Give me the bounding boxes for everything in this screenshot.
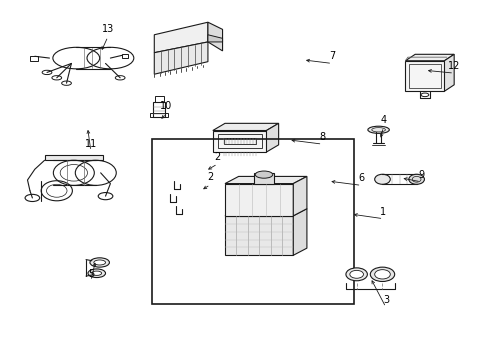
Ellipse shape	[349, 270, 363, 278]
Bar	[217, 134, 261, 148]
Text: 3: 3	[382, 295, 388, 305]
Polygon shape	[405, 54, 453, 61]
Text: 1: 1	[380, 207, 386, 217]
Bar	[153, 102, 164, 117]
Ellipse shape	[255, 171, 272, 178]
Bar	[212, 131, 266, 152]
Polygon shape	[154, 22, 207, 53]
Ellipse shape	[92, 271, 102, 275]
Polygon shape	[293, 176, 306, 216]
Polygon shape	[266, 123, 278, 152]
Ellipse shape	[374, 270, 389, 279]
Bar	[122, 54, 128, 58]
Bar	[223, 138, 255, 144]
Ellipse shape	[345, 268, 366, 281]
Ellipse shape	[88, 269, 105, 278]
Text: 8: 8	[319, 132, 325, 142]
Text: 9: 9	[417, 170, 423, 180]
Polygon shape	[207, 22, 222, 51]
Ellipse shape	[367, 126, 388, 134]
Polygon shape	[224, 176, 306, 184]
Text: 2: 2	[207, 172, 213, 183]
Polygon shape	[444, 54, 453, 91]
Bar	[405, 61, 444, 91]
Bar	[155, 96, 163, 102]
Polygon shape	[212, 123, 278, 131]
Text: 4: 4	[380, 115, 386, 125]
Bar	[152, 139, 353, 304]
Bar	[408, 64, 440, 88]
Polygon shape	[44, 155, 103, 160]
Text: 13: 13	[102, 24, 114, 35]
Ellipse shape	[90, 258, 109, 267]
Ellipse shape	[94, 260, 105, 265]
Text: 6: 6	[358, 173, 364, 183]
Polygon shape	[207, 35, 222, 42]
Bar	[254, 173, 273, 184]
Polygon shape	[224, 216, 293, 255]
Ellipse shape	[369, 267, 394, 282]
Text: 10: 10	[160, 102, 172, 112]
Text: 5: 5	[88, 269, 94, 279]
Bar	[150, 113, 167, 117]
Text: 11: 11	[84, 139, 97, 149]
Ellipse shape	[408, 174, 424, 184]
Polygon shape	[293, 209, 306, 255]
Polygon shape	[224, 184, 293, 216]
Polygon shape	[224, 209, 306, 216]
Text: 12: 12	[447, 61, 459, 71]
Text: 7: 7	[328, 51, 335, 61]
Polygon shape	[154, 42, 207, 74]
Ellipse shape	[374, 174, 389, 184]
Bar	[30, 56, 38, 61]
Text: 2: 2	[214, 152, 221, 162]
